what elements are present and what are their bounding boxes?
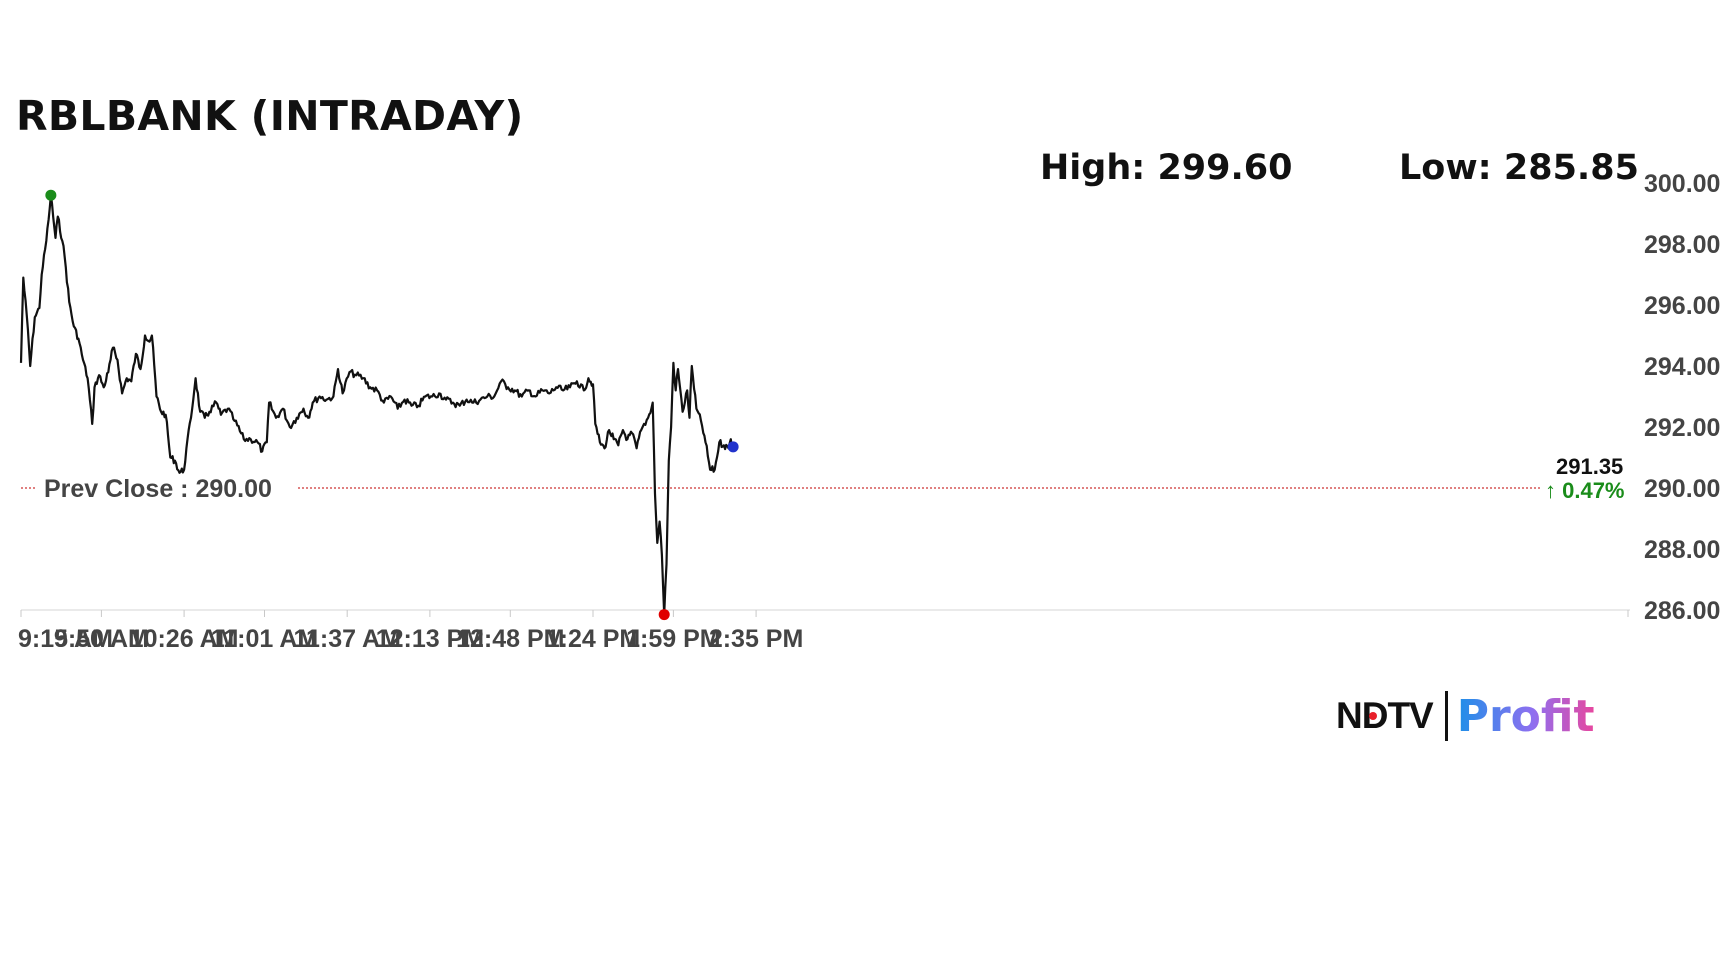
y-tick-label: 296.00 bbox=[1644, 292, 1720, 320]
last-price-labels: 291.35↑ 0.47% bbox=[1545, 454, 1625, 503]
y-tick-label: 298.00 bbox=[1644, 231, 1720, 259]
ndtv-red-dot bbox=[1369, 712, 1377, 720]
price-series bbox=[19, 194, 735, 616]
x-tick-label: 11:01 AM bbox=[211, 625, 318, 653]
prev-close-layer: Prev Close : 290.00 bbox=[21, 475, 1541, 503]
profit-wordmark: Profit bbox=[1456, 690, 1595, 742]
x-tick-label: 12:48 PM bbox=[456, 625, 564, 653]
y-tick-label: 290.00 bbox=[1644, 475, 1720, 503]
y-tick-label: 292.00 bbox=[1644, 414, 1720, 442]
ndtv-wordmark: NDTV bbox=[1336, 695, 1434, 736]
x-tick-label: 10:26 AM bbox=[130, 625, 239, 653]
y-tick-label: 294.00 bbox=[1644, 353, 1720, 381]
markers bbox=[45, 189, 739, 621]
low-marker bbox=[658, 609, 670, 621]
y-tick-label: 288.00 bbox=[1644, 536, 1720, 564]
logo-divider bbox=[1444, 691, 1448, 741]
x-tick-label: 2:35 PM bbox=[709, 625, 803, 653]
x-tick-label: 11:37 AM bbox=[293, 625, 400, 653]
x-tick-label: 1:24 PM bbox=[546, 625, 640, 653]
ndtv-profit-logo: NDTV Profit bbox=[1336, 688, 1595, 744]
x-tick-label: 9:50 AM bbox=[54, 625, 149, 653]
chart-title: RBLBANK (INTRADAY) bbox=[16, 92, 524, 140]
prev-close-label: Prev Close : 290.00 bbox=[44, 475, 272, 503]
y-axis: 286.00 288.00 290.00 292.00 294.00 296.00 298.… bbox=[1644, 170, 1720, 625]
day-high: High: 299.60 bbox=[1040, 148, 1293, 188]
last-marker bbox=[727, 441, 739, 453]
price-line bbox=[19, 194, 735, 616]
price-change-label: ↑ 0.47% bbox=[1545, 478, 1625, 503]
last-price-label: 291.35 bbox=[1556, 454, 1623, 479]
x-tick-label: 12:13 PM bbox=[376, 625, 484, 653]
x-tick-label: 1:59 PM bbox=[626, 625, 720, 653]
y-tick-label: 286.00 bbox=[1644, 597, 1720, 625]
day-low: Low: 285.85 bbox=[1399, 148, 1639, 188]
x-tick-label: 9:15 AM bbox=[18, 625, 113, 653]
y-tick-label: 300.00 bbox=[1644, 170, 1720, 198]
high-marker bbox=[45, 189, 57, 201]
